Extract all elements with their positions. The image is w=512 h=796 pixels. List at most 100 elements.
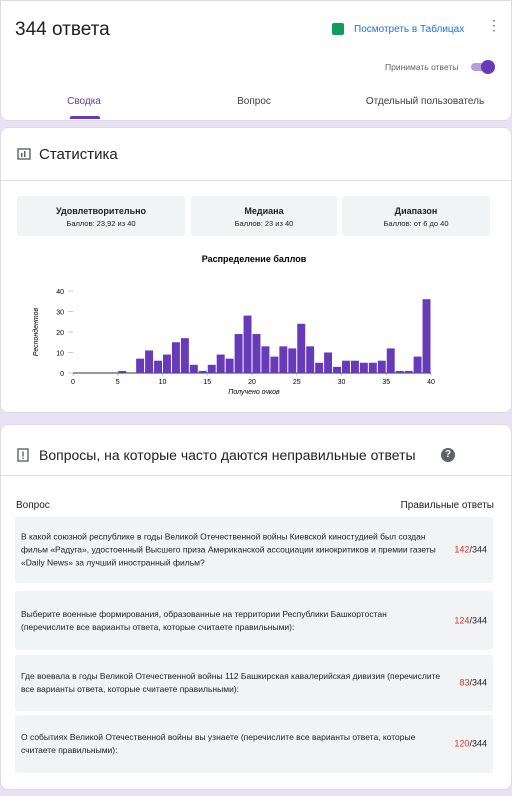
x-tick-label: 40 [427,379,435,386]
divider [1,475,511,476]
bar [154,360,162,373]
stat-card: Удовлетворительно Баллов: 23,92 из 40 [17,196,185,236]
stat-label: Удовлетворительно [55,206,147,216]
total-count: 344 [471,544,487,555]
toggle-knob[interactable] [481,60,495,74]
help-icon[interactable]: ? [441,448,455,462]
total-count: 344 [471,615,487,625]
bar [315,362,324,373]
bar [145,350,154,373]
stat-value: Баллов: от 6 до 40 [383,219,449,228]
stat-label: Диапазон [394,206,438,216]
correct-count: 124 [454,615,470,625]
question-text: Где воевала в годы Великой Отечественной… [21,671,441,694]
separator: / [469,615,472,625]
header-card: 344 ответа Посмотреть в Таблицах ⋮ Прини… [0,0,512,121]
tab-indicator [70,116,100,119]
bar [252,334,261,373]
bar [342,360,350,373]
tab[interactable]: Вопрос [237,96,271,107]
bar [216,354,225,373]
y-tick-label: 10 [56,351,64,358]
tab[interactable]: Отдельный пользователь [365,96,485,107]
bar [136,358,145,373]
score: 142/344 [454,544,487,557]
bar [377,360,386,373]
questions-title: Вопросы, на которые часто даются неправи… [39,447,416,463]
score: 83/344 [459,677,487,690]
bar [243,315,252,373]
stat-card: Диапазон Баллов: от 6 до 40 [342,196,490,236]
correct-count: 83 [459,677,470,688]
y-tick-label: 30 [56,310,64,317]
bar [422,299,431,373]
responses-title: 344 ответа [15,19,110,40]
y-tick-label: 40 [56,289,64,296]
bar [359,362,368,373]
correct-count: 120 [454,738,470,749]
score: 124/344 [454,614,487,627]
bar [368,362,377,373]
stat-value: Баллов: 23 из 40 [234,219,294,228]
col-correct: Правильные ответы [400,500,494,511]
x-axis-label: Получено очков [228,389,280,396]
bar [225,358,234,373]
bar [395,370,404,373]
bar [207,364,216,373]
question-item: В какой союзной республике в годы Велико… [15,517,493,583]
stat-value: Баллов: 23,92 из 40 [66,219,136,228]
score: 120/344 [454,738,487,751]
bar [171,342,180,373]
x-tick-label: 35 [382,379,390,386]
bar [288,348,297,373]
bar [189,364,198,373]
total-count: 344 [471,738,487,749]
bar [333,366,341,373]
y-tick-label: 0 [60,371,64,378]
correct-count: 142 [454,544,470,555]
separator: / [469,544,472,555]
sheets-icon [332,23,344,35]
stat-label: Медиана [244,206,284,216]
bar [163,354,171,373]
question-item: О событиях Великой Отечественной войны в… [15,715,493,773]
divider [1,180,511,181]
question-text: Выберите военные формирования, образован… [21,608,387,632]
bar [404,370,413,373]
bar [180,338,189,373]
total-count: 344 [471,677,487,688]
bar [270,356,279,373]
question-text: В какой союзной республике в годы Велико… [21,531,436,568]
y-tick-label: 20 [56,330,64,337]
bar [261,346,270,373]
histogram: Распределение баллов 0 10 20 30 40 0 5 10 15 20 25 3… [32,254,435,396]
bar [350,360,359,373]
x-tick-label: 10 [159,379,167,386]
chart-title: Распределение баллов [202,254,307,264]
bar [234,334,243,373]
x-tick-label: 25 [293,379,301,386]
separator: / [469,677,472,688]
bar [118,370,127,373]
bar [279,346,288,373]
x-tick-label: 15 [203,379,211,386]
x-tick-label: 30 [338,379,346,386]
x-tick-label: 20 [248,379,256,386]
x-tick-label: 5 [116,379,120,386]
separator: / [469,738,472,749]
menu[interactable]: ⋮ [487,17,501,33]
tab[interactable]: Сводка [67,96,101,107]
sheets-link[interactable]: Посмотреть в Таблицах [354,24,465,35]
y-axis-label: Респондентов [32,307,40,356]
bar [386,348,395,373]
question-item: Где воевала в годы Великой Отечественной… [15,655,493,711]
alert-icon [17,448,29,462]
stats-icon [17,148,31,160]
bar [413,356,422,373]
bar [198,370,207,373]
question-text: О событиях Великой Отечественной войны в… [21,732,416,755]
bar [306,346,315,373]
stat-card: Медиана Баллов: 23 из 40 [191,196,337,236]
bar [297,323,306,373]
